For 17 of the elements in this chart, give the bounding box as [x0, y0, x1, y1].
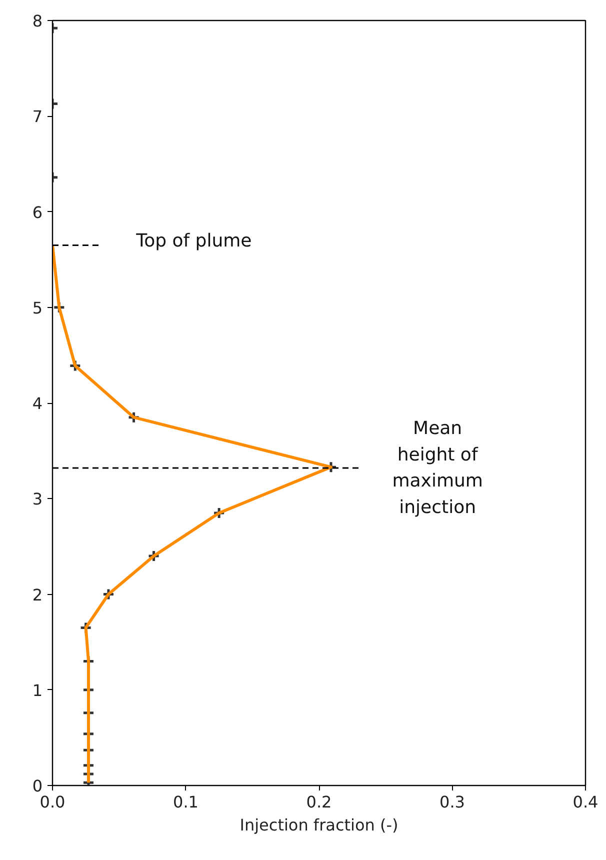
- x-tick-label: 0.0: [40, 792, 66, 812]
- y-tick-label: 8: [32, 12, 43, 30]
- y-tick-label: 0: [32, 776, 43, 796]
- x-tick-label: 0.1: [173, 792, 198, 812]
- y-tick-label: 3: [32, 490, 43, 509]
- y-tick-label: 6: [32, 202, 43, 222]
- x-axis-title: Injection fraction (-): [240, 816, 398, 834]
- y-tick-label: 2: [32, 585, 43, 604]
- x-tick-label: 0.3: [440, 792, 465, 812]
- x-tick-label: 0.4: [572, 792, 598, 812]
- x-tick-label: 0.2: [306, 792, 332, 812]
- y-tick-label: 4: [32, 394, 43, 413]
- y-tick-label: 7: [32, 107, 43, 126]
- annotation: Top of plume: [135, 230, 252, 252]
- y-tick-label: 5: [32, 298, 43, 318]
- y-tick-label: 1: [32, 680, 43, 700]
- annotation: Mean height of maximum injection: [392, 418, 483, 518]
